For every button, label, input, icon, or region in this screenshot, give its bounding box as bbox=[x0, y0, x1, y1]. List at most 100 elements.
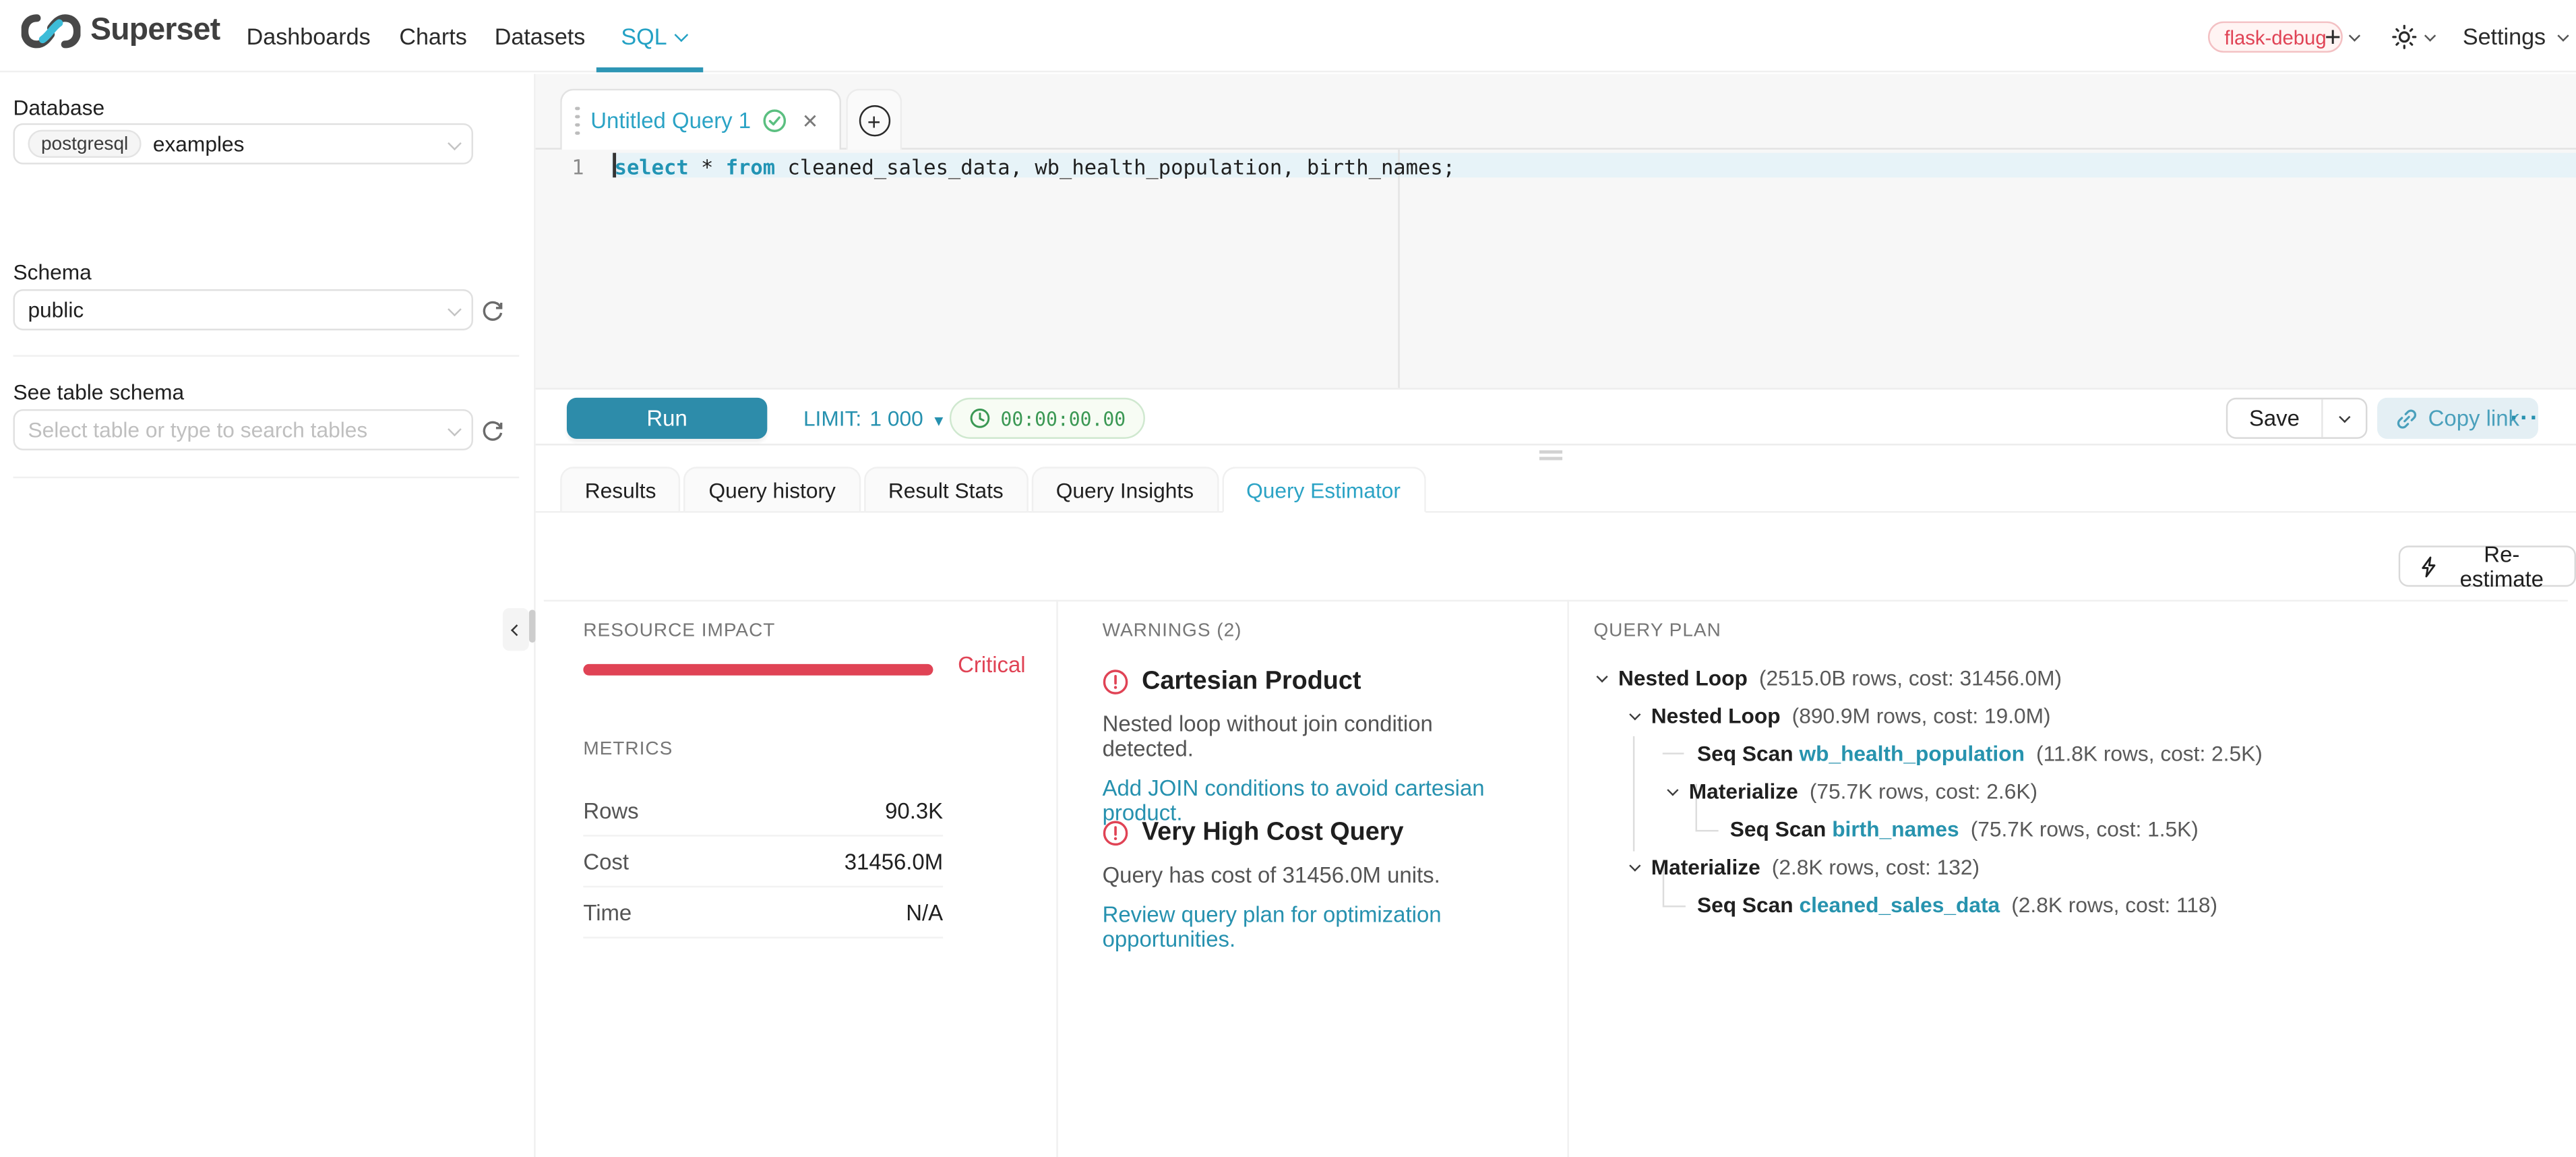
nav-sql[interactable]: SQL bbox=[621, 0, 689, 72]
column-divider bbox=[1567, 599, 1569, 1157]
close-tab-icon[interactable]: ✕ bbox=[801, 109, 819, 133]
impact-progress-bar bbox=[583, 663, 933, 676]
chevron-down-icon bbox=[2424, 29, 2436, 41]
nav-dashboards[interactable]: Dashboards bbox=[246, 23, 371, 50]
chevron-down-icon bbox=[2339, 411, 2352, 423]
lightning-bolt-icon bbox=[2422, 556, 2436, 577]
superset-infinity-icon bbox=[21, 14, 81, 49]
results-tabbar: Results Query history Result Stats Query… bbox=[535, 465, 2576, 513]
tree-branch-line bbox=[1662, 906, 1686, 908]
nav-datasets[interactable]: Datasets bbox=[494, 23, 586, 50]
table-schema-label: See table schema bbox=[13, 380, 185, 405]
plan-node-nested-loop-inner[interactable]: Nested Loop (890.9M rows, cost: 19.0M) bbox=[1593, 697, 2563, 735]
warning-cartesian-product: Cartesian Product Nested loop without jo… bbox=[1103, 668, 1530, 825]
timer-value: 00:00:00.00 bbox=[1000, 407, 1126, 430]
column-divider bbox=[1056, 599, 1058, 1157]
new-item-menu[interactable]: + bbox=[2325, 0, 2360, 72]
new-query-tab-button[interactable]: + bbox=[846, 88, 902, 152]
warnings-heading: WARNINGS (2) bbox=[1102, 621, 1242, 641]
plan-node-seq-scan-birth-names[interactable]: Seq Scan birth_names (75.7K rows, cost: … bbox=[1729, 817, 2199, 841]
impact-progress-fill bbox=[583, 663, 933, 676]
link-icon bbox=[2397, 409, 2416, 428]
sidebar-divider bbox=[13, 476, 520, 479]
sidebar-divider bbox=[13, 355, 520, 357]
settings-menu[interactable]: Settings bbox=[2463, 0, 2569, 72]
estimator-header-divider bbox=[543, 599, 2568, 602]
clock-icon bbox=[970, 408, 990, 428]
tab-query-estimator[interactable]: Query Estimator bbox=[1221, 467, 1425, 513]
chevron-down-icon[interactable] bbox=[1626, 709, 1640, 723]
warning-description: Query has cost of 31456.0M units. bbox=[1102, 862, 1440, 888]
table-link[interactable]: birth_names bbox=[1832, 817, 1959, 841]
environment-badge: flask-debug bbox=[2208, 21, 2343, 53]
limit-dropdown[interactable]: LIMIT: 1 000 ▼ bbox=[803, 406, 946, 431]
warning-high-cost: Very High Cost Query Query has cost of 3… bbox=[1103, 819, 1530, 951]
refresh-tables-button[interactable] bbox=[481, 419, 504, 442]
schema-value: public bbox=[28, 297, 84, 322]
active-line-highlight bbox=[611, 152, 2576, 178]
active-nav-underline bbox=[596, 67, 704, 73]
superset-logo[interactable]: Superset bbox=[21, 13, 220, 50]
metric-row-rows: Rows 90.3K bbox=[583, 785, 944, 837]
chevron-down-icon bbox=[448, 421, 462, 436]
query-timer: 00:00:00.00 bbox=[949, 397, 1146, 439]
plan-node-materialize-1[interactable]: Materialize (75.7K rows, cost: 2.6K) bbox=[1593, 773, 2563, 810]
sql-editor[interactable]: 1 select * from cleaned_sales_data, wb_h… bbox=[535, 149, 2576, 388]
collapse-sidebar-button[interactable] bbox=[502, 607, 529, 651]
sql-code-line[interactable]: select * from cleaned_sales_data, wb_hea… bbox=[614, 154, 1456, 179]
database-label: Database bbox=[13, 95, 105, 120]
divider-scroll-thumb[interactable] bbox=[528, 610, 536, 643]
warning-circle-icon bbox=[1103, 821, 1128, 846]
more-actions-button[interactable]: ··· bbox=[2510, 404, 2540, 433]
tree-branch-line bbox=[1662, 752, 1684, 754]
table-link[interactable]: wb_health_population bbox=[1799, 741, 2025, 766]
editor-toolbar: Run LIMIT: 1 000 ▼ 00:00:00.00 Save bbox=[535, 388, 2576, 446]
copy-link-button[interactable]: Copy link bbox=[2377, 397, 2538, 439]
print-margin-line bbox=[1398, 149, 1400, 388]
chevron-down-icon[interactable] bbox=[1664, 784, 1678, 798]
tree-branch-line bbox=[1695, 783, 1697, 830]
chevron-down-icon[interactable] bbox=[1593, 671, 1607, 685]
tab-results[interactable]: Results bbox=[560, 467, 681, 513]
save-button[interactable]: Save bbox=[2228, 399, 2323, 438]
plan-node-materialize-2[interactable]: Materialize (2.8K rows, cost: 132) bbox=[1593, 848, 2563, 886]
table-link[interactable]: cleaned_sales_data bbox=[1799, 892, 2000, 918]
text-cursor bbox=[613, 152, 615, 178]
nav-charts[interactable]: Charts bbox=[399, 23, 467, 50]
caret-down-icon: ▼ bbox=[931, 411, 946, 428]
chevron-down-icon bbox=[2348, 29, 2360, 41]
run-button[interactable]: Run bbox=[566, 397, 768, 439]
top-navbar: Superset Dashboards Charts Datasets SQL … bbox=[0, 0, 2576, 73]
refresh-icon bbox=[483, 421, 503, 441]
save-options-button[interactable] bbox=[2323, 399, 2365, 437]
tab-result-stats[interactable]: Result Stats bbox=[863, 467, 1029, 513]
plus-circle-icon: + bbox=[858, 105, 890, 137]
impact-level-label: Critical bbox=[958, 652, 1026, 678]
query-plan-tree: Nested Loop (2515.0B rows, cost: 31456.0… bbox=[1593, 659, 2563, 923]
re-estimate-button[interactable]: Re-estimate bbox=[2398, 541, 2576, 591]
refresh-schemas-button[interactable] bbox=[481, 299, 504, 322]
schema-select[interactable]: public bbox=[13, 289, 473, 330]
table-select[interactable]: Select table or type to search tables bbox=[13, 409, 473, 450]
query-plan-section: QUERY PLAN Nested Loop (2515.0B rows, co… bbox=[1593, 621, 2563, 917]
chevron-down-icon bbox=[448, 136, 462, 150]
query-tab-untitled-query-1[interactable]: Untitled Query 1 ✕ bbox=[560, 88, 841, 152]
warning-description: Nested loop without join condition detec… bbox=[1102, 711, 1433, 761]
chevron-down-icon bbox=[674, 28, 689, 42]
metric-row-cost: Cost 31456.0M bbox=[583, 837, 944, 888]
warning-suggestion-link[interactable]: Add JOIN conditions to avoid cartesian p… bbox=[1102, 775, 1485, 825]
plan-node-seq-scan-wb-health-population[interactable]: Seq Scan wb_health_population (11.8K row… bbox=[1696, 741, 2263, 766]
warning-suggestion-link[interactable]: Review query plan for optimization oppor… bbox=[1102, 902, 1442, 952]
tab-query-insights[interactable]: Query Insights bbox=[1031, 467, 1219, 513]
sqllab-main: Untitled Query 1 ✕ + 1 select * from cle… bbox=[535, 73, 2576, 1157]
chevron-down-icon[interactable] bbox=[1626, 860, 1640, 874]
database-select[interactable]: postgresql examples bbox=[13, 123, 473, 165]
tree-branch-line bbox=[1662, 859, 1665, 906]
tab-query-history[interactable]: Query history bbox=[683, 467, 861, 513]
save-split-button: Save bbox=[2226, 397, 2367, 439]
plan-node-seq-scan-cleaned-sales-data[interactable]: Seq Scan cleaned_sales_data (2.8K rows, … bbox=[1696, 892, 2218, 918]
drag-handle-icon[interactable] bbox=[575, 106, 580, 136]
theme-menu[interactable] bbox=[2392, 0, 2436, 72]
pane-resize-handle[interactable] bbox=[1539, 450, 1563, 460]
plan-node-nested-loop-root[interactable]: Nested Loop (2515.0B rows, cost: 31456.0… bbox=[1593, 659, 2563, 696]
